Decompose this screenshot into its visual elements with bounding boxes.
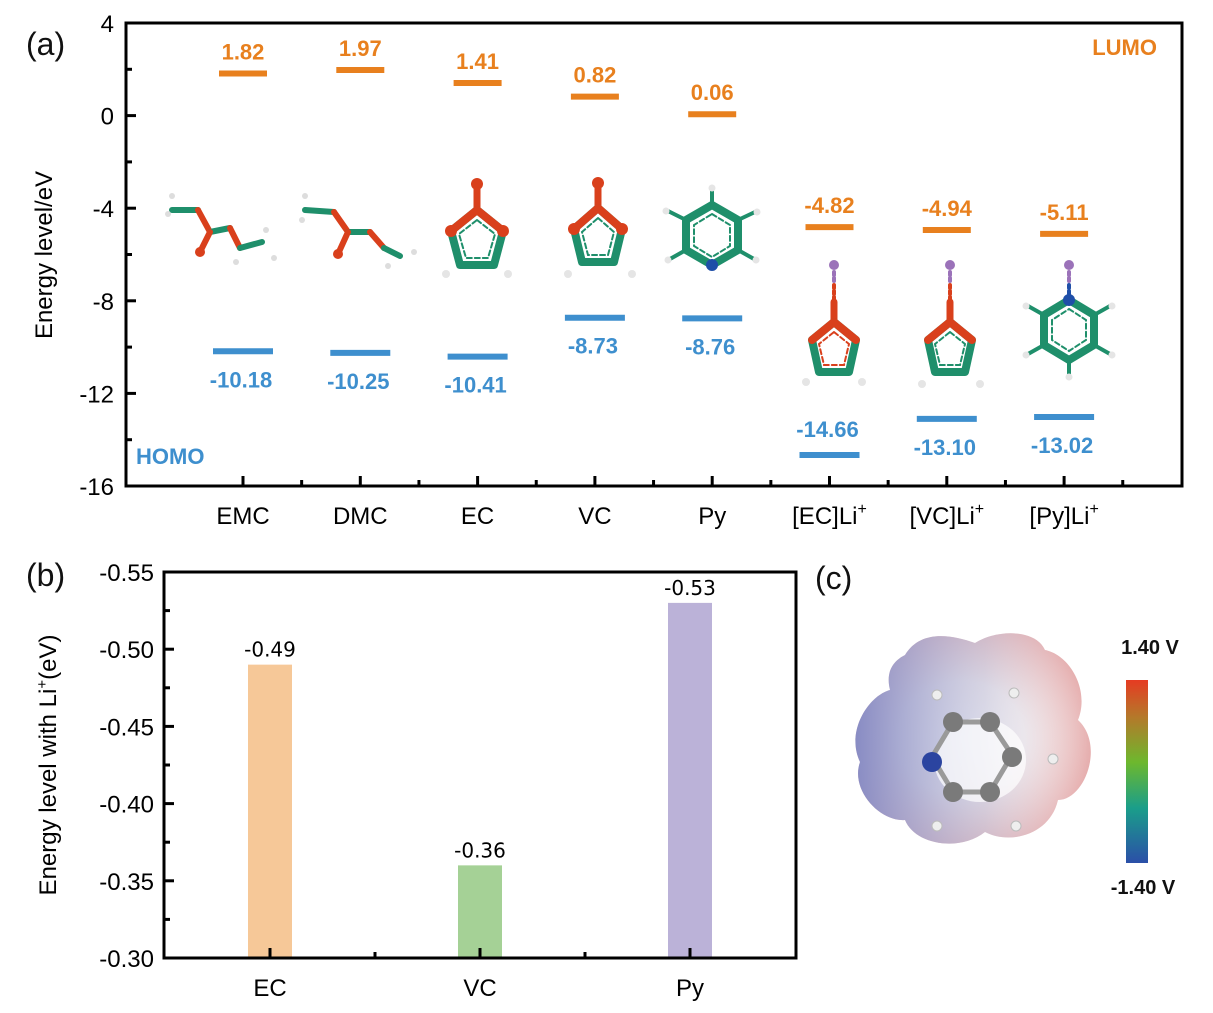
- bar-vc: [458, 865, 502, 958]
- energy-levels: 1.82 -10.18 1.97 -10.25 1.41 -10.41 0.82 -8.73 0…: [210, 36, 1095, 460]
- homo-value-label: -13.10: [914, 435, 976, 460]
- x-tick-label: [VC]Li+: [909, 501, 984, 530]
- y-tick-label: -0.55: [99, 560, 154, 587]
- x-tick-label: VC: [463, 975, 496, 1002]
- panel-a-y-axis: 4 0 -4 -8 -12 -16: [79, 11, 136, 501]
- panel-b-x-axis: EC VC Py: [253, 948, 704, 1002]
- y-tick-label: -12: [79, 381, 114, 408]
- panel-a: (a) 4 0 -4 -8 -12 -16 EMC DMC EC VC Py [EC]Li+ [VC]…: [26, 11, 1184, 530]
- molecule-vc-li-complex: [918, 260, 984, 388]
- pyridine-ball-stick: [922, 687, 1059, 832]
- lumo-value-label: -4.94: [922, 196, 973, 221]
- panel-a-label: (a): [26, 26, 65, 62]
- bar-ec: [248, 664, 292, 958]
- panel-b-y-axis-label: Energy level with Li+(eV): [34, 635, 62, 896]
- colorbar: [1126, 680, 1148, 863]
- molecule-pyridine: [662, 184, 761, 271]
- y-tick-label: 0: [101, 104, 114, 131]
- y-tick-label: -4: [93, 196, 114, 223]
- lumo-value-label: 0.06: [691, 80, 734, 105]
- homo-value-label: -10.25: [327, 369, 389, 394]
- lumo-value-label: -4.82: [804, 193, 854, 218]
- y-tick-label: -8: [93, 289, 114, 316]
- homo-value-label: -8.73: [568, 334, 618, 359]
- x-tick-label: DMC: [333, 503, 388, 530]
- panel-b-bars: -0.49 -0.36 -0.53: [244, 576, 716, 958]
- panel-a-y-axis-label: Energy level/eV: [31, 171, 58, 339]
- homo-value-label: -14.66: [796, 417, 858, 442]
- x-tick-label: EC: [461, 503, 494, 530]
- molecule-py-li-complex: [1022, 260, 1116, 381]
- x-tick-label: [EC]Li+: [792, 501, 867, 530]
- panel-a-frame: [124, 21, 1184, 488]
- lumo-value-label: 1.97: [339, 36, 382, 61]
- x-tick-label: Py: [698, 503, 726, 530]
- panel-a-x-axis: EMC DMC EC VC Py [EC]Li+ [VC]Li+ [Py]Li+: [216, 476, 1125, 530]
- homo-value-label: -8.76: [685, 334, 735, 359]
- y-tick-label: 4: [101, 11, 114, 38]
- homo-value-label: -13.02: [1031, 433, 1093, 458]
- panel-b-y-axis: -0.55 -0.50 -0.45 -0.40 -0.35 -0.30: [99, 560, 174, 973]
- molecule-emc: [165, 193, 277, 265]
- panel-c-label: (c): [815, 560, 852, 596]
- y-tick-label: -16: [79, 474, 114, 501]
- homo-value-label: -10.18: [210, 367, 272, 392]
- y-tick-label: -0.40: [99, 792, 154, 819]
- x-tick-label: [Py]Li+: [1029, 501, 1098, 530]
- x-tick-label: VC: [578, 503, 611, 530]
- homo-value-label: -10.41: [444, 373, 506, 398]
- colorbar-min-label: -1.40 V: [1111, 877, 1176, 899]
- panel-b: (b) -0.49 -0.36 -0.53 -0.55 -0.50 -0.45 -0.40…: [26, 557, 798, 1002]
- panel-b-label: (b): [26, 557, 65, 593]
- lumo-value-label: -5.11: [1040, 200, 1089, 225]
- molecule-vc: [564, 177, 636, 278]
- y-tick-label: -0.50: [99, 637, 154, 664]
- x-tick-label: Py: [676, 975, 704, 1002]
- y-tick-label: -0.35: [99, 869, 154, 896]
- molecule-structures: [165, 177, 1116, 388]
- x-tick-label: EC: [253, 975, 286, 1002]
- legend-homo: HOMO: [136, 444, 204, 469]
- bar-py: [668, 602, 712, 958]
- x-tick-label: EMC: [216, 503, 269, 530]
- y-tick-label: -0.30: [99, 946, 154, 973]
- panel-c: (c) 1.40 V -1.40 V: [815, 560, 1180, 899]
- molecule-ec-li-complex: [802, 260, 866, 386]
- lumo-value-label: 0.82: [573, 63, 616, 88]
- bar-value-label: -0.36: [454, 838, 506, 862]
- molecule-dmc: [299, 193, 417, 269]
- legend-lumo: LUMO: [1092, 35, 1157, 60]
- y-tick-label: -0.45: [99, 714, 154, 741]
- colorbar-max-label: 1.40 V: [1121, 637, 1179, 659]
- bar-value-label: -0.49: [244, 638, 296, 662]
- lumo-value-label: 1.82: [222, 39, 265, 64]
- bar-value-label: -0.53: [664, 576, 716, 600]
- lumo-value-label: 1.41: [456, 49, 499, 74]
- esp-surface: [855, 633, 1091, 844]
- molecule-ec: [442, 178, 512, 278]
